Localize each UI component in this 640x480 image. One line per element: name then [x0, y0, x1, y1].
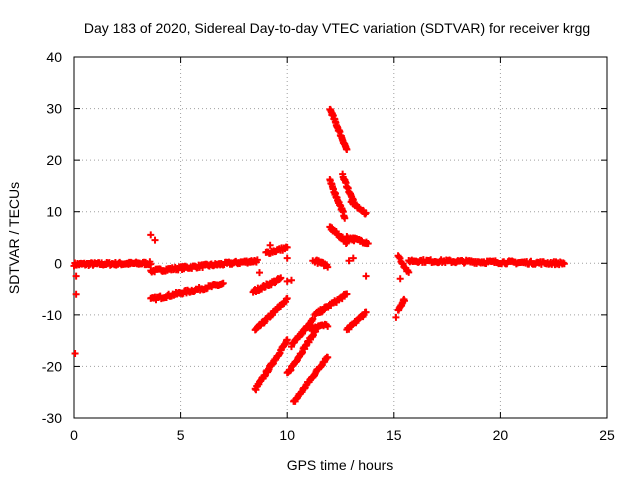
- data-point: [343, 145, 351, 153]
- data-point: [362, 272, 370, 280]
- x-tick-label: 5: [177, 427, 185, 443]
- data-series: [70, 105, 568, 405]
- data-point: [219, 279, 227, 287]
- data-point: [396, 275, 404, 283]
- data-point: [151, 236, 159, 244]
- x-tick-labels: 0 5 10 15 20 25: [70, 427, 615, 443]
- data-point: [255, 269, 263, 277]
- y-tick-label: 10: [46, 204, 62, 220]
- data-point: [72, 290, 80, 298]
- data-point: [560, 260, 568, 268]
- data-point: [324, 353, 332, 361]
- chart-title: Day 183 of 2020, Sidereal Day-to-day VTE…: [84, 20, 590, 36]
- data-point: [283, 294, 291, 302]
- data-point: [362, 209, 370, 217]
- y-tick-label: -20: [42, 358, 62, 374]
- data-point: [341, 214, 349, 222]
- x-tick-label: 20: [493, 427, 509, 443]
- x-tick-label: 10: [279, 427, 295, 443]
- y-tick-label: -30: [42, 410, 62, 426]
- data-point: [309, 257, 317, 265]
- data-point: [283, 254, 291, 262]
- axes: [73, 56, 608, 419]
- data-point: [283, 243, 291, 251]
- data-point: [324, 263, 332, 271]
- x-axis-label: GPS time / hours: [287, 457, 394, 473]
- y-tick-label: 30: [46, 101, 62, 117]
- x-tick-label: 15: [386, 427, 402, 443]
- data-point: [287, 276, 295, 284]
- data-point: [283, 336, 291, 344]
- data-point: [405, 268, 413, 276]
- y-axis-label: SDTVAR / TECUs: [6, 182, 22, 294]
- data-point: [72, 272, 80, 280]
- data-point: [392, 313, 400, 321]
- data-point: [309, 315, 317, 323]
- y-tick-label: 20: [46, 152, 62, 168]
- data-point: [147, 231, 155, 239]
- grid-lines: [74, 57, 607, 418]
- data-point: [349, 254, 357, 262]
- data-point: [253, 256, 261, 264]
- data-point: [362, 308, 370, 316]
- data-point: [364, 240, 372, 248]
- data-point: [71, 350, 79, 358]
- y-tick-label: 0: [54, 255, 62, 271]
- y-tick-labels: -30 -20 -10 0 10 20 30 40: [42, 49, 62, 426]
- x-tick-label: 0: [70, 427, 78, 443]
- data-point: [283, 277, 291, 285]
- data-point: [324, 322, 332, 330]
- data-point: [345, 257, 353, 265]
- data-point: [343, 290, 351, 298]
- y-tick-label: 40: [46, 49, 62, 65]
- data-point: [147, 260, 155, 268]
- data-point: [266, 241, 274, 249]
- y-tick-label: -10: [42, 307, 62, 323]
- data-point: [277, 274, 285, 282]
- plot-frame: [73, 56, 608, 419]
- x-tick-label: 25: [599, 427, 615, 443]
- data-point: [400, 297, 408, 305]
